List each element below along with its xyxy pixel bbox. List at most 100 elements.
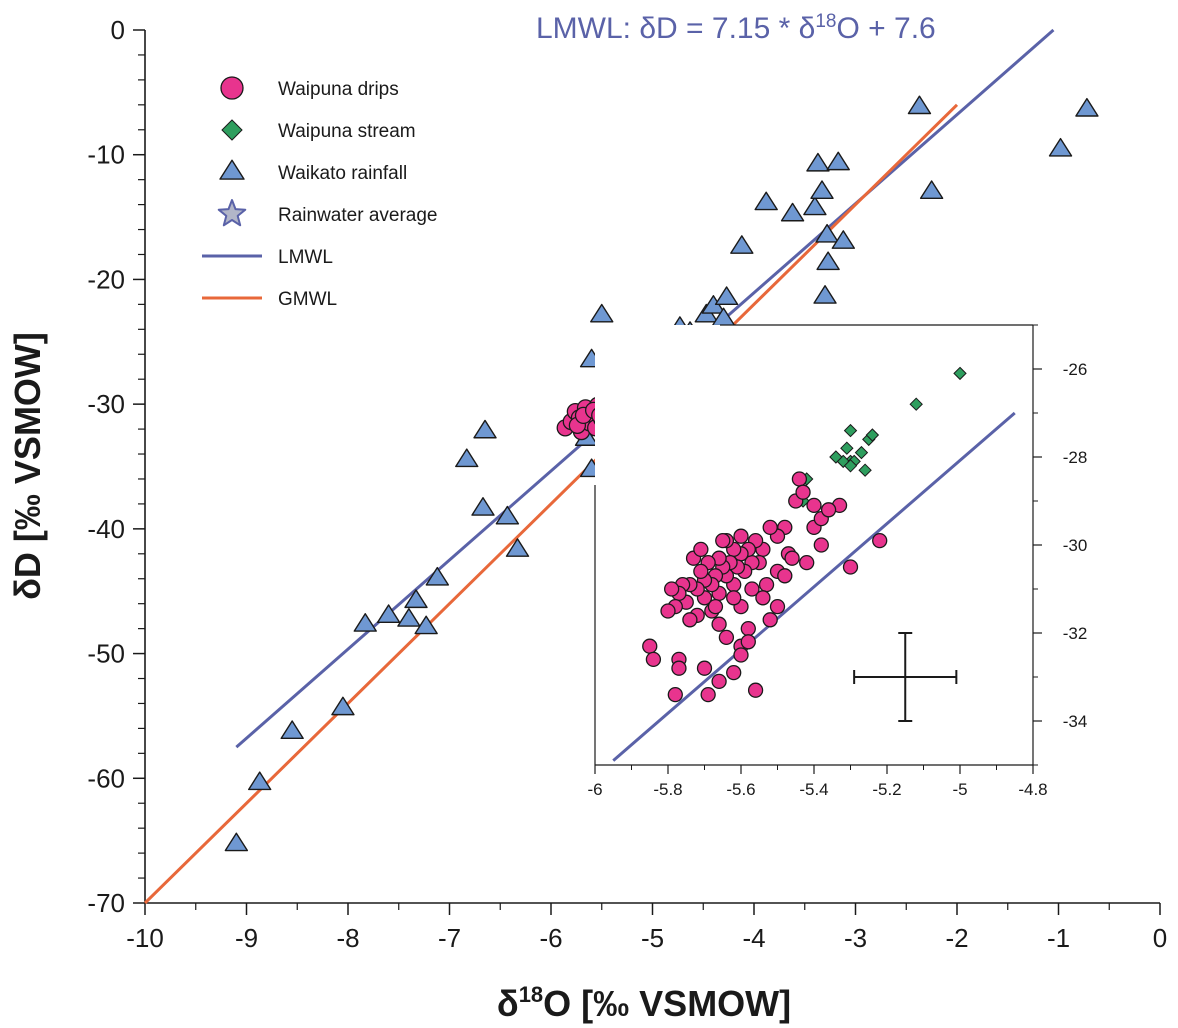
drip-point xyxy=(696,660,713,676)
drip-point xyxy=(820,502,837,518)
drip-point xyxy=(791,471,808,487)
rainfall-point xyxy=(505,538,530,557)
inset-x-tick-label: -5 xyxy=(952,780,967,799)
drip-point xyxy=(700,686,716,703)
rainfall-point xyxy=(280,720,304,740)
y-tick-label: -50 xyxy=(87,639,125,669)
drip-point xyxy=(799,554,815,571)
rainfall-point xyxy=(803,196,827,216)
rainwater-average-star xyxy=(217,199,247,227)
inset-x-tick-label: -5.8 xyxy=(653,780,682,799)
y-tick-label: -20 xyxy=(87,264,125,294)
legend-label: Waikato rainfall xyxy=(278,163,407,184)
drip-point xyxy=(733,647,749,663)
legend-label: GMWL xyxy=(278,289,337,310)
y-tick-label: -40 xyxy=(87,514,125,544)
drip-point xyxy=(733,528,749,544)
stream-point xyxy=(858,463,872,477)
rainfall-point xyxy=(224,832,249,852)
rainfall-point xyxy=(816,251,840,271)
drip-point xyxy=(660,603,676,619)
y-tick-label: -60 xyxy=(87,763,125,793)
legend-label: Waipuna drips xyxy=(278,79,399,100)
x-tick-label: -7 xyxy=(438,923,461,953)
legend-entry: Waipuna drips xyxy=(220,76,399,100)
drip-point xyxy=(220,76,244,100)
rainfall-point xyxy=(471,497,495,516)
rainfall-point xyxy=(806,152,830,172)
drip-point xyxy=(664,581,680,597)
rainfall-point xyxy=(831,230,856,249)
inset-x-tick-label: -6 xyxy=(587,780,602,799)
rainfall-point xyxy=(455,448,479,468)
drip-point xyxy=(769,598,786,615)
x-tick-label: -5 xyxy=(641,923,664,953)
stream-point xyxy=(953,366,967,381)
drip-point xyxy=(762,519,778,536)
legend-label: LMWL xyxy=(278,247,333,268)
rainfall-point xyxy=(780,202,805,222)
drip-point xyxy=(715,532,731,549)
y-tick-label: -30 xyxy=(87,389,125,419)
legend-entry: Rainwater average xyxy=(217,199,437,227)
legend-entry: GMWL xyxy=(202,289,337,310)
rainfall-point xyxy=(813,285,837,304)
rainfall-point xyxy=(730,235,754,254)
stream-point xyxy=(854,445,869,460)
drip-point xyxy=(755,590,771,606)
inset-y-tick-label: -30 xyxy=(1063,536,1088,555)
drip-point xyxy=(693,541,709,558)
drip-point xyxy=(806,497,822,514)
y-tick-label: 0 xyxy=(111,15,125,45)
rainfall-point xyxy=(425,566,450,586)
rainfall-point xyxy=(826,151,850,171)
inset-y-tick-label: -32 xyxy=(1063,624,1088,643)
rainfall-point xyxy=(353,613,377,632)
rainfall-point xyxy=(247,771,272,791)
drip-point xyxy=(813,537,829,553)
x-tick-label: -4 xyxy=(742,923,765,953)
inset-x-tick-label: -4.8 xyxy=(1018,780,1047,799)
drip-point xyxy=(795,484,811,500)
x-tick-label: -1 xyxy=(1047,923,1070,953)
drip-point xyxy=(711,616,727,632)
drip-point xyxy=(740,634,756,650)
inset-x-tick-label: -5.4 xyxy=(799,780,828,799)
rainfall-point xyxy=(754,191,778,211)
drip-point xyxy=(726,590,742,606)
rainfall-point xyxy=(331,696,355,716)
inset-y-tick-label: -34 xyxy=(1063,712,1088,731)
drip-point xyxy=(758,576,775,593)
stream-point xyxy=(840,441,854,455)
rainfall-point xyxy=(495,505,520,525)
drip-point xyxy=(762,612,778,628)
inset-frame: -6 -5.8 -5.6 -5.4 -5.2 -5 -4.8 -26 -28 -30 -32 -34 xyxy=(587,324,1088,799)
x-tick-label: -2 xyxy=(945,923,968,953)
inset-lmwl-line xyxy=(612,411,1016,762)
stream-point xyxy=(829,450,843,464)
x-tick-label: 0 xyxy=(1153,923,1167,953)
drip-point xyxy=(711,673,727,690)
main-axes: -10 -9 -8 -7 -6 -5 -4 -3 -2 -1 00-10-20-30-40-50-6… xyxy=(87,15,1167,953)
x-tick-label: -9 xyxy=(235,923,258,953)
drip-point xyxy=(693,563,709,580)
inset-x-tick-label: -5.6 xyxy=(726,780,755,799)
drip-point xyxy=(645,651,662,668)
legend: Waipuna drips Waipuna stream Waikato rainf… xyxy=(202,76,437,310)
drip-point xyxy=(682,612,698,628)
drip-point xyxy=(872,532,888,549)
drip-point xyxy=(784,550,800,566)
drip-point xyxy=(667,686,683,703)
rainfall-point xyxy=(1075,97,1099,117)
drip-point xyxy=(777,568,793,584)
rainfall-point xyxy=(414,615,438,635)
x-tick-label: -6 xyxy=(539,923,562,953)
rainfall-point xyxy=(376,604,401,624)
rainfall-point xyxy=(907,95,932,115)
rainfall-point xyxy=(714,286,739,306)
drip-point xyxy=(747,682,764,698)
legend-entry: Waipuna stream xyxy=(221,119,416,142)
rainfall-point xyxy=(810,180,834,200)
stream-point xyxy=(843,459,858,473)
